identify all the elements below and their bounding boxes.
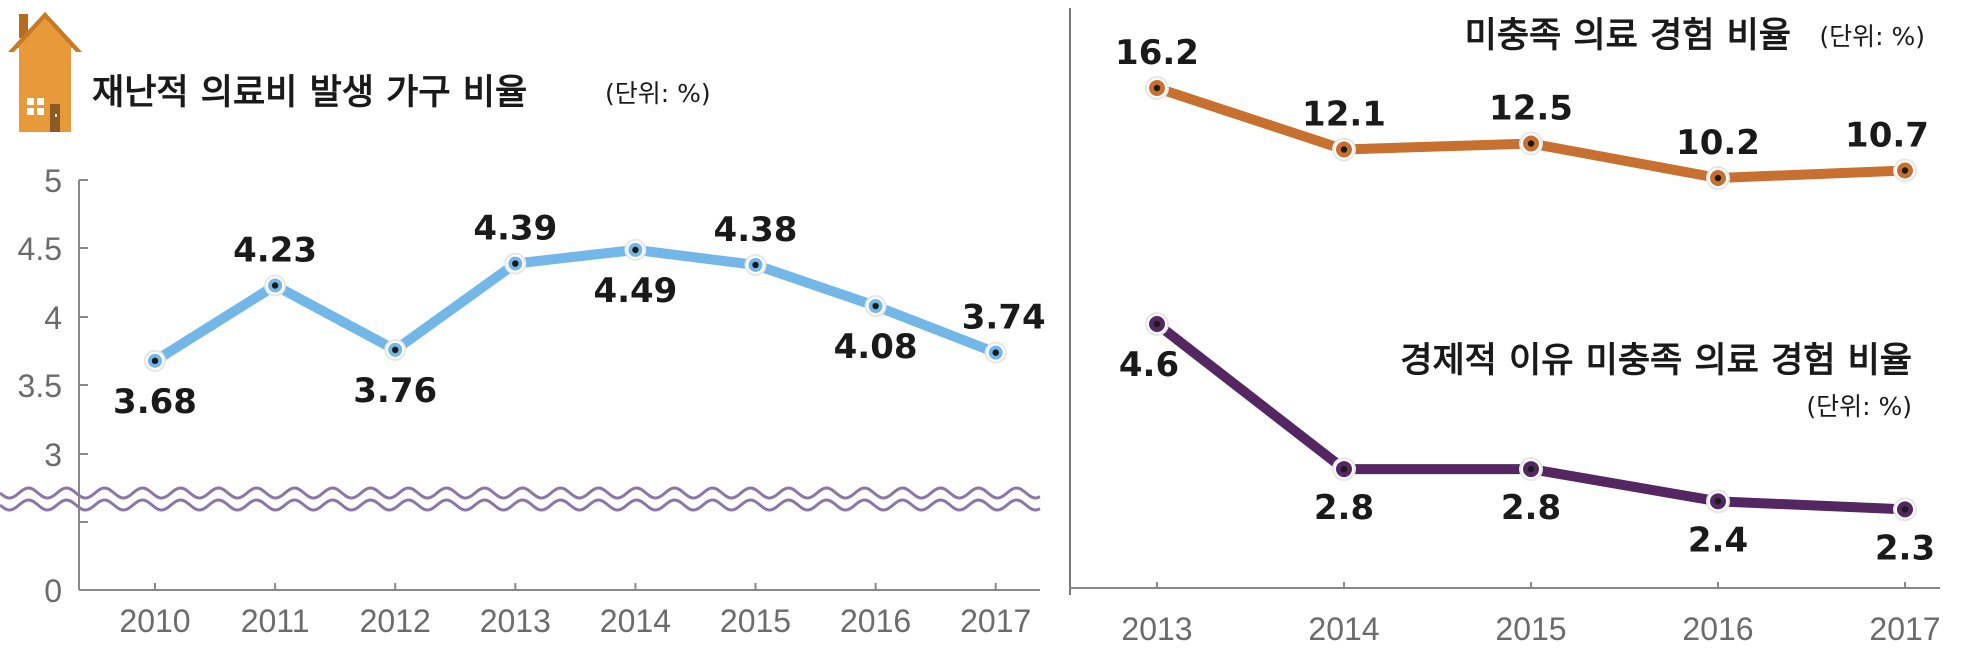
left-point-2013-dot	[512, 260, 519, 267]
right-x-tick-label: 2013	[1121, 611, 1192, 647]
right-s1-data-label-2013: 4.6	[1119, 345, 1179, 385]
left-data-label-2010: 3.68	[113, 382, 197, 422]
left-point-2013	[504, 252, 527, 275]
left-point-2017-dot	[992, 349, 999, 356]
left-x-tick-label: 2013	[480, 603, 551, 639]
right-s1-point-2013	[1145, 312, 1169, 336]
left-data-label-2012: 3.76	[353, 371, 437, 411]
right-series1-title: 미충족 의료 경험 비율	[1465, 16, 1791, 56]
right-s0-point-2017-dot	[1901, 167, 1909, 174]
axis-break-waves	[0, 486, 1041, 512]
left-y-tick-label: 4.5	[18, 231, 62, 267]
right-s0-point-2017	[1893, 158, 1917, 183]
right-s1-point-2016-dot	[1714, 498, 1722, 505]
right-s0-point-2015	[1519, 131, 1543, 156]
left-point-2010-dot	[151, 357, 159, 365]
left-point-2015	[744, 253, 767, 276]
right-s0-data-label-2013: 16.2	[1115, 33, 1199, 73]
left-x-ticks: 2010 2011 2012 2013 2014 2015 2016 2017	[119, 583, 1031, 639]
left-y-tick-label: 4	[44, 300, 62, 336]
right-series2-title: 경제적 이유 미충족 의료 경험 비율	[1400, 341, 1912, 381]
left-point-2014-dot	[632, 246, 639, 254]
left-data-label-2014: 4.49	[593, 271, 677, 311]
left-series: 3.68 4.23 3.76 4.39 4.49 4.38 4.08 3.74	[113, 209, 1046, 422]
right-s0-data-label-2017: 10.7	[1845, 116, 1929, 156]
left-x-tick-label: 2011	[241, 603, 310, 639]
right-x-tick-label: 2014	[1308, 611, 1379, 647]
left-x-tick-label: 2010	[119, 603, 190, 639]
left-chart-title: 재난적 의료비 발생 가구 비율	[92, 73, 527, 113]
left-chart-unit: (단위: %)	[605, 79, 711, 108]
left-data-label-2013: 4.39	[473, 209, 557, 249]
right-s0-point-2013	[1145, 76, 1169, 100]
right-s0-point-2016	[1706, 166, 1730, 190]
right-series: 16.2 12.1 12.5 10.2 10.7 4.6 2.8 2.8 2.4 2.3	[1115, 33, 1935, 568]
right-s0-data-label-2014: 12.1	[1302, 95, 1386, 135]
right-s1-point-2017-dot	[1901, 506, 1909, 513]
left-point-2011	[264, 274, 287, 297]
right-s0-point-2013-dot	[1153, 84, 1161, 92]
left-y-ticks: 5 4.5 4 3.5 3 0	[18, 163, 88, 609]
right-s0-point-2015-dot	[1527, 140, 1535, 147]
left-y-tick-label: 0	[44, 573, 62, 609]
left-point-2014	[624, 238, 647, 261]
left-data-label-2011: 4.23	[233, 230, 317, 270]
right-s0-data-label-2015: 12.5	[1489, 89, 1573, 129]
left-point-2010	[144, 349, 166, 372]
left-x-tick-label: 2012	[360, 603, 431, 639]
right-x-tick-label: 2017	[1869, 611, 1940, 647]
left-x-tick-label: 2015	[720, 603, 791, 639]
house-icon	[8, 12, 82, 132]
left-chart-axes	[78, 180, 1040, 591]
right-s1-point-2017	[1893, 497, 1917, 522]
left-point-2015-dot	[752, 261, 759, 269]
left-point-2017	[984, 341, 1007, 364]
right-s1-data-label-2015: 2.8	[1501, 488, 1561, 528]
right-s1-point-2014	[1332, 457, 1356, 482]
left-y-tick-label: 3.5	[18, 368, 62, 404]
right-s0-data-label-2016: 10.2	[1676, 123, 1760, 163]
left-x-tick-label: 2016	[840, 603, 911, 639]
left-point-2012	[384, 338, 407, 361]
right-s1-point-2015	[1519, 457, 1543, 482]
left-x-tick-label: 2014	[600, 603, 671, 639]
left-point-2012-dot	[392, 346, 399, 354]
right-x-tick-label: 2015	[1495, 611, 1566, 647]
right-s0-point-2014-dot	[1340, 146, 1348, 153]
right-x-tick-label: 2016	[1682, 611, 1753, 647]
right-s0-point-2014	[1332, 137, 1356, 162]
right-s1-data-label-2016: 2.4	[1688, 520, 1748, 560]
right-series2-unit: (단위: %)	[1806, 392, 1912, 421]
left-point-2016-dot	[872, 302, 879, 310]
left-data-label-2017: 3.74	[962, 298, 1046, 338]
right-x-ticks: 2013 2014 2015 2016 2017	[1121, 582, 1941, 647]
left-point-2016	[864, 295, 887, 318]
left-series-line	[150, 244, 1001, 366]
right-s1-point-2015-dot	[1527, 465, 1535, 473]
left-y-tick-label: 5	[44, 163, 62, 199]
right-s0-point-2016-dot	[1714, 174, 1722, 182]
left-data-label-2015: 4.38	[714, 210, 798, 250]
right-s1-data-label-2017: 2.3	[1875, 528, 1935, 568]
right-series1-unit: (단위: %)	[1819, 22, 1925, 51]
left-data-label-2016: 4.08	[834, 327, 918, 367]
right-s1-data-label-2014: 2.8	[1314, 488, 1374, 528]
right-s1-point-2014-dot	[1340, 465, 1348, 473]
left-x-tick-label: 2017	[960, 603, 1031, 639]
left-point-2011-dot	[271, 282, 279, 289]
left-y-tick-label: 3	[44, 437, 62, 473]
right-s1-point-2013-dot	[1153, 320, 1161, 328]
right-s1-point-2016	[1706, 489, 1730, 514]
